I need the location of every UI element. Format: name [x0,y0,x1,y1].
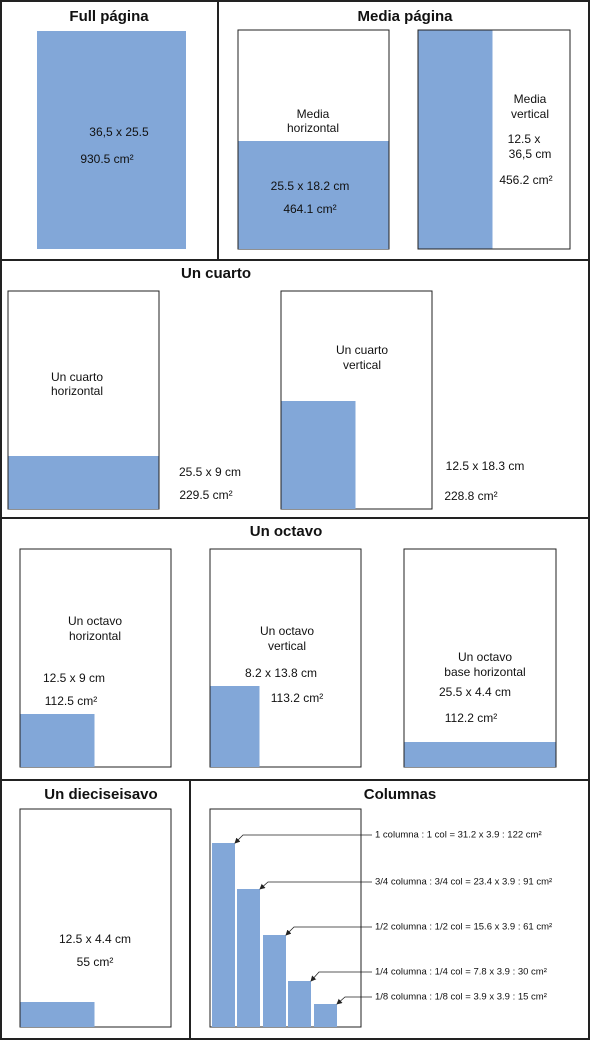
ad-area [20,714,95,767]
name: horizontal [287,121,339,135]
name: Media [297,107,330,121]
column-ad [263,935,286,1027]
size: 8.2 x 13.8 cm [245,666,317,680]
name: horizontal [51,384,103,398]
title: Un octavo [250,523,323,540]
size: 12.5 x 9 cm [43,671,105,685]
name: Media [514,92,547,106]
column-ad [212,843,235,1027]
column-ad [288,981,311,1027]
name: base horizontal [444,665,525,679]
ad-area [20,1002,95,1027]
name: horizontal [69,629,121,643]
column-label: 3/4 columna : 3/4 col = 23.4 x 3.9 : 91 … [375,877,552,888]
name: vertical [268,639,306,653]
name: vertical [343,358,381,372]
ad-area [210,686,260,767]
title: Full página [69,8,149,25]
ad-area [37,31,186,249]
column-label: 1/2 columna : 1/2 col = 15.6 x 3.9 : 61 … [375,922,552,933]
area: 113.2 cm² [271,691,323,705]
arrow [310,971,372,982]
area: 55 cm² [77,955,114,969]
area: 112.2 cm² [445,711,497,725]
area: 229.5 cm² [179,488,232,502]
size: 36,5 cm [509,147,552,161]
ad-area [238,141,389,249]
column-ad [237,889,260,1027]
ad-area [418,30,493,249]
size: 25.5 x 4.4 cm [439,685,511,699]
size: 25.5 x 9 cm [179,465,241,479]
page-box [403,548,557,768]
area: 930.5 cm² [80,152,133,166]
column-ad [314,1004,337,1027]
size: 12.5 x 18.3 cm [446,459,525,473]
area: 456.2 cm² [499,173,552,187]
ad-area [8,456,159,509]
title: Media página [357,8,453,25]
column-label: 1/4 columna : 1/4 col = 7.8 x 3.9 : 30 c… [375,967,547,978]
title: Un cuarto [181,265,251,282]
arrow [259,881,372,890]
page-box [19,808,172,1028]
name: vertical [511,107,549,121]
name: Un octavo [458,650,512,664]
arrow [336,996,372,1005]
name: Un cuarto [51,370,103,384]
name: Un octavo [260,624,314,638]
area: 228.8 cm² [444,489,497,503]
name: Un cuarto [336,343,388,357]
title: Un dieciseisavo [44,786,157,803]
column-label: 1 columna : 1 col = 31.2 x 3.9 : 122 cm² [375,830,542,841]
ad-area [404,742,556,767]
area: 464.1 cm² [283,202,336,216]
ad-area [281,401,356,509]
size: 25.5 x 18.2 cm [271,179,350,193]
arrow [234,834,372,844]
size: 12.5 x 4.4 cm [59,932,131,946]
columns: 1 columna : 1 col = 31.2 x 3.9 : 122 cm²… [212,830,552,1027]
column-label: 1/8 columna : 1/8 col = 3.9 x 3.9 : 15 c… [375,992,547,1003]
size: 12.5 x [508,132,541,146]
name: Un octavo [68,614,122,628]
size: 36,5 x 25.5 [89,125,149,139]
area: 112.5 cm² [45,694,97,708]
arrow [285,926,372,936]
title: Columnas [364,786,437,803]
